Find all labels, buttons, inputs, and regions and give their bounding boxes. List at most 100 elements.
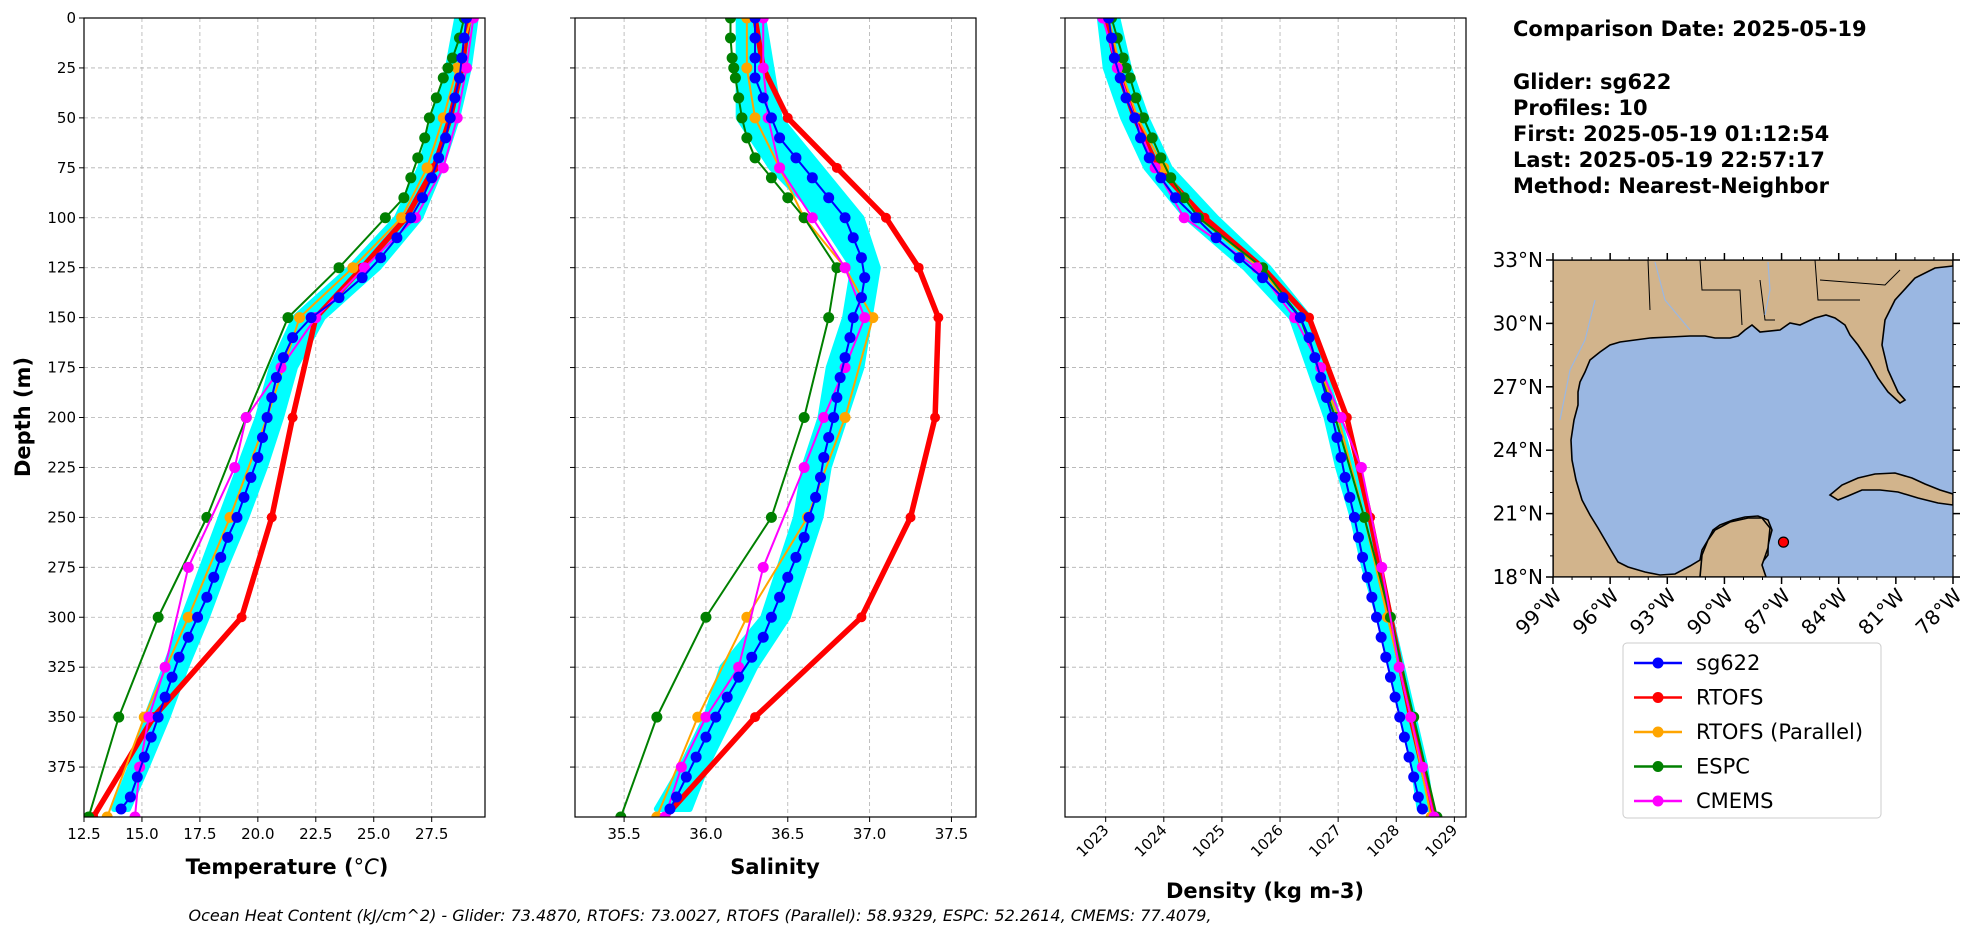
data-point-sg622 — [806, 172, 818, 184]
data-point-cmems — [1376, 561, 1388, 573]
data-point-sg622 — [834, 372, 846, 384]
series-line-rtofs — [662, 18, 942, 817]
lat-tick-label: 18°N — [1493, 565, 1543, 589]
data-point-sg622 — [1403, 751, 1415, 763]
density-axis-label: Density (kg m-3) — [1166, 879, 1364, 903]
data-point-sg622 — [855, 252, 867, 264]
data-point-sg622 — [844, 332, 856, 344]
data-point-cmems — [143, 711, 155, 723]
map-land-us — [1553, 260, 1953, 577]
data-point-sg622 — [847, 312, 859, 324]
data-point-sg622 — [208, 571, 220, 583]
data-point-sg622 — [238, 491, 250, 503]
data-point-sg622 — [765, 112, 777, 124]
glider-position-marker — [1777, 536, 1790, 548]
data-point-espc — [412, 152, 424, 164]
data-point-sg622 — [803, 511, 815, 523]
legend-swatch-marker — [1652, 726, 1664, 738]
data-point-espc — [728, 62, 740, 74]
data-point-rtofs — [831, 162, 842, 173]
series-line-rtofs-parallel — [655, 18, 874, 817]
data-point-cmems — [757, 62, 769, 74]
x-tick-label: 1024 — [1131, 821, 1171, 861]
map-frame — [1552, 259, 1954, 578]
location-map: 18°N 21°N 24°N 27°N 30°N 33°N 99°W 96°W 93°W 90°W… — [1493, 248, 1967, 640]
data-point-sg622 — [710, 711, 722, 723]
data-point-espc — [333, 262, 345, 274]
data-point-espc — [282, 312, 294, 324]
data-point-sg622 — [733, 671, 745, 683]
series-sg622 — [664, 18, 871, 815]
data-point-espc — [798, 212, 810, 224]
data-point-sg622 — [1335, 451, 1347, 463]
data-point-cmems — [1335, 412, 1347, 423]
data-point-espc — [700, 611, 712, 623]
data-point-rtofs — [933, 312, 944, 323]
data-point-rtofs — [236, 612, 247, 623]
plot-area — [84, 18, 479, 817]
data-point-cmems — [437, 162, 449, 174]
data-point-sg622 — [333, 292, 345, 304]
data-point-cmems — [700, 711, 712, 723]
data-point-sg622 — [746, 651, 758, 663]
data-point-sg622 — [166, 671, 178, 683]
x-tick-label: 1023 — [1073, 821, 1113, 861]
data-point-sg622 — [1114, 72, 1126, 84]
data-point-sg622 — [256, 431, 268, 443]
data-point-rtofs — [930, 412, 941, 423]
data-point-cmems — [806, 212, 818, 224]
data-point-rtofs-parallel — [294, 312, 306, 324]
x-tick-label: 27.5 — [415, 825, 448, 843]
data-point-sg622 — [749, 72, 761, 84]
data-point-sg622 — [1416, 803, 1428, 815]
data-point-sg622 — [790, 551, 802, 563]
data-point-espc — [447, 52, 459, 64]
data-point-sg622 — [426, 172, 438, 184]
series-sg622 — [115, 18, 472, 815]
data-point-cmems — [733, 661, 745, 673]
map-land-yucatan — [1699, 517, 1771, 577]
data-point-sg622 — [1277, 292, 1289, 304]
data-point-espc — [113, 711, 125, 723]
data-point-sg622 — [1326, 412, 1338, 423]
data-point-sg622 — [680, 771, 692, 783]
data-point-espc — [1124, 72, 1136, 84]
glider-envelope-band — [653, 18, 881, 813]
data-point-espc — [798, 412, 810, 423]
data-point-sg622 — [1190, 212, 1202, 224]
x-tick-label: 25.0 — [357, 825, 390, 843]
data-point-rtofs-parallel — [741, 62, 753, 74]
data-point-sg622 — [1105, 32, 1117, 44]
data-point-sg622 — [798, 531, 810, 543]
data-point-espc — [1165, 172, 1177, 184]
glider-envelope-band — [111, 18, 479, 813]
data-point-sg622 — [831, 392, 843, 404]
data-point-cmems — [1355, 461, 1367, 473]
data-point-espc — [437, 72, 449, 84]
x-tick-label: 12.5 — [67, 825, 100, 843]
series-espc — [1105, 18, 1443, 817]
data-point-sg622 — [1315, 372, 1327, 384]
data-point-sg622 — [1294, 312, 1306, 324]
data-point-espc — [729, 72, 741, 84]
data-point-rtofs — [1304, 312, 1315, 323]
data-point-sg622 — [115, 803, 127, 815]
data-point-sg622 — [782, 571, 794, 583]
y-tick-label: 275 — [47, 558, 76, 576]
data-point-sg622 — [815, 471, 827, 483]
density-profile-panel: 1023 1024 1025 1026 1027 1028 1029 — [1060, 17, 1467, 861]
data-point-sg622 — [1155, 172, 1167, 184]
data-point-sg622 — [1303, 332, 1315, 344]
data-point-sg622 — [1309, 352, 1321, 364]
data-point-sg622 — [839, 212, 851, 224]
data-point-espc — [1120, 62, 1132, 74]
data-point-cmems — [460, 62, 472, 74]
data-point-sg622 — [375, 252, 387, 264]
data-point-rtofs-parallel — [839, 412, 851, 423]
data-point-espc — [1117, 52, 1129, 64]
series-line-rtofs-parallel — [106, 18, 473, 817]
data-point-espc — [615, 811, 627, 817]
data-point-espc — [724, 32, 736, 44]
data-point-sg622 — [1135, 132, 1147, 144]
data-point-espc — [430, 92, 442, 104]
